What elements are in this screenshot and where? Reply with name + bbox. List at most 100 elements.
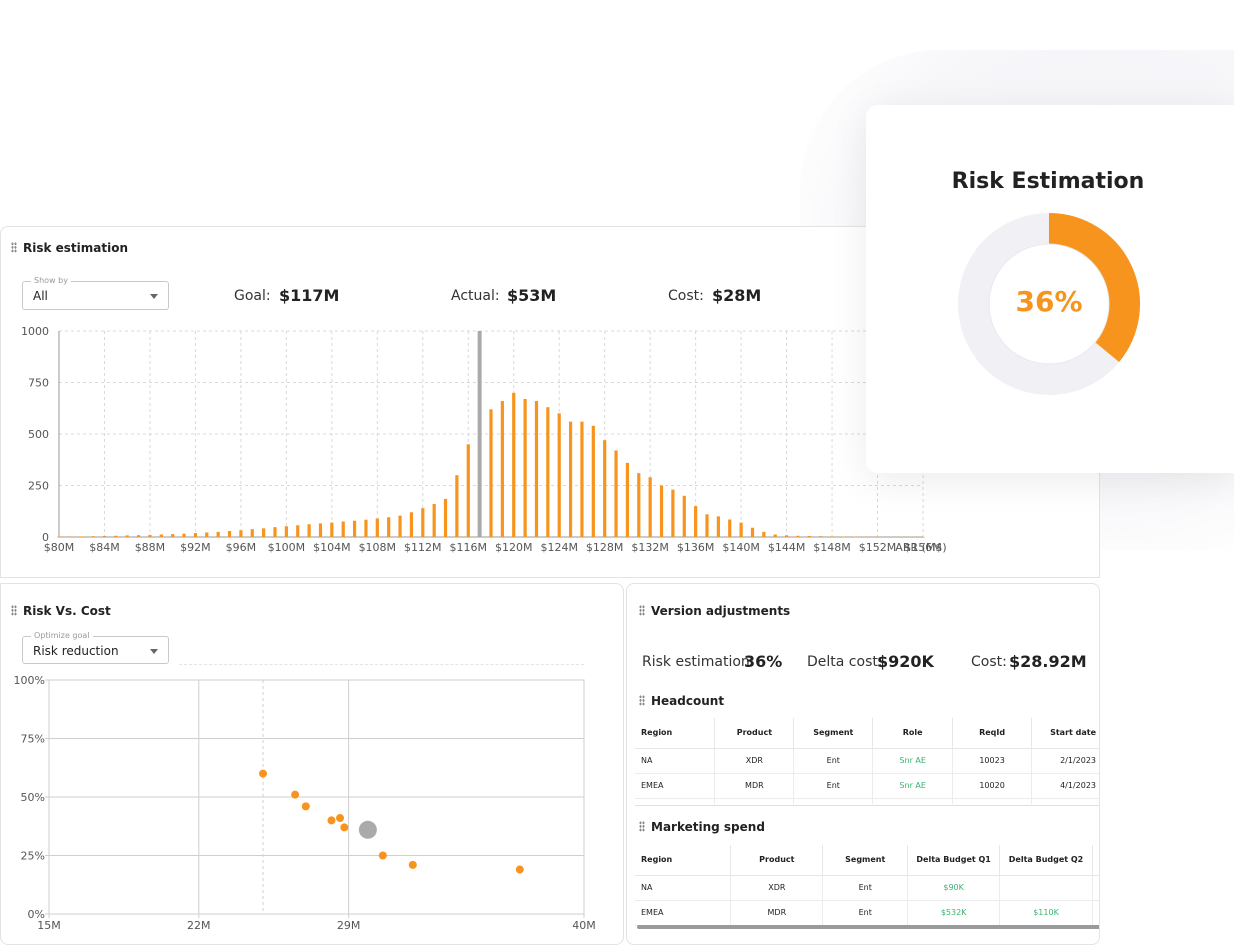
histogram-bar — [148, 534, 152, 537]
divider — [179, 664, 584, 665]
donut-value-arc — [1048, 213, 1140, 362]
chevron-down-icon — [150, 649, 158, 654]
drag-handle-icon[interactable] — [639, 695, 645, 706]
y-tick-label: 500 — [28, 428, 49, 441]
x-tick-label: $104M — [313, 541, 351, 554]
drag-handle-icon[interactable] — [11, 242, 17, 253]
x-tick-label: $152M — [859, 541, 897, 554]
x-tick-label: $136M — [677, 541, 715, 554]
divider — [635, 805, 1099, 806]
column-header[interactable]: ReqId — [952, 718, 1033, 749]
table-cell: 4/1/2023 — [1031, 773, 1099, 799]
goal-marker — [477, 331, 482, 537]
histogram-bar — [250, 529, 254, 537]
cost-label: Cost: — [971, 654, 1007, 670]
x-tick-label: $80M — [44, 541, 75, 554]
histogram-bar — [557, 413, 561, 537]
histogram-bar — [455, 475, 459, 537]
histogram-bar — [705, 514, 709, 537]
histogram-bar — [512, 392, 516, 537]
histogram-bar — [171, 534, 175, 537]
histogram-bar — [68, 536, 72, 538]
histogram-bar — [409, 512, 414, 537]
histogram-bar — [614, 450, 618, 537]
x-tick-label: 40M — [572, 919, 596, 932]
column-header[interactable]: Product — [730, 845, 824, 876]
scatter-point — [515, 865, 524, 874]
horizontal-scrollbar[interactable] — [637, 925, 1099, 929]
actual-value: $53M — [507, 286, 557, 305]
column-header[interactable]: Segment — [822, 845, 909, 876]
histogram-bar — [318, 523, 323, 537]
histogram-bar — [102, 535, 107, 537]
histogram-bar — [728, 519, 732, 537]
risk-estimation-value: 36% — [744, 652, 783, 671]
marketing-spend-title-text: Marketing spend — [651, 820, 765, 834]
version-adjustments-panel: Version adjustments Risk estimation: 36%… — [626, 583, 1100, 945]
actual-label: Actual: — [451, 288, 500, 304]
cost-value: $28M — [712, 286, 762, 305]
x-tick-label: 22M — [187, 919, 211, 932]
histogram-bar — [716, 516, 720, 537]
histogram-bar — [625, 462, 630, 537]
delta-cost-value: $920K — [877, 652, 934, 671]
y-tick-label: 50% — [21, 791, 45, 804]
column-header[interactable]: Region — [635, 845, 732, 876]
x-tick-label: $140M — [722, 541, 760, 554]
table-row[interactable]: NA XDR Ent Snr AE 10023 2/1/2023 — [635, 748, 1099, 774]
column-header[interactable]: Delta Budget Q2 — [999, 845, 1093, 876]
y-tick-label: 1000 — [21, 325, 49, 338]
histogram-bar — [330, 522, 334, 537]
show-by-select[interactable]: Show by All — [22, 276, 169, 310]
role-link[interactable]: Snr AE — [872, 773, 954, 799]
scatter-point — [301, 802, 310, 811]
headcount-title-text: Headcount — [651, 694, 725, 708]
histogram-bar — [568, 421, 573, 537]
column-header[interactable]: Start date — [1031, 718, 1099, 749]
optimize-goal-select[interactable]: Optimize goal Risk reduction — [22, 631, 169, 664]
histogram-bar — [830, 536, 834, 538]
histogram-bar — [682, 495, 686, 537]
budget-cell — [999, 875, 1093, 901]
column-header[interactable]: Segment — [793, 718, 874, 749]
budget-cell: $90K — [907, 875, 1001, 901]
x-tick-label: 29M — [337, 919, 361, 932]
x-tick-label: $112M — [404, 541, 442, 554]
table-cell: NA — [635, 875, 732, 901]
histogram-bar — [603, 440, 607, 537]
table-row[interactable]: EMEA MDR Ent $532K $110K — [635, 900, 1099, 926]
table-cell: Ent — [793, 773, 874, 799]
column-header[interactable]: Product — [714, 718, 795, 749]
histogram-bar — [341, 521, 345, 537]
drag-handle-icon[interactable] — [639, 605, 645, 616]
histogram-bar — [523, 398, 527, 537]
x-tick-label: $96M — [226, 541, 257, 554]
histogram-bar — [466, 444, 470, 537]
table-row[interactable]: EMEA MDR Ent Snr AE 10020 4/1/2023 — [635, 773, 1099, 799]
drag-handle-icon[interactable] — [11, 605, 17, 616]
drag-handle-icon[interactable] — [639, 821, 645, 832]
risk-histogram-chart: 0 250 500 750 1000 $80M $84M $88M $92M $96M $100M $… — [21, 325, 947, 554]
y-tick-label: 0 — [42, 531, 49, 544]
table-cell: 2/1/2023 — [1031, 748, 1099, 774]
table-row[interactable]: NA XDR Ent $90K — [635, 875, 1099, 901]
histogram-bar — [671, 489, 675, 537]
histogram-bar — [489, 409, 493, 537]
histogram-bar — [284, 526, 288, 537]
scatter-point — [336, 814, 345, 823]
column-header[interactable]: Region — [635, 718, 716, 749]
histogram-bar — [296, 525, 300, 537]
table-cell: Ent — [822, 900, 909, 926]
scatter-point — [408, 860, 417, 869]
column-header[interactable]: Delta Budget Q1 — [907, 845, 1001, 876]
histogram-bar — [534, 401, 539, 537]
donut-center — [989, 244, 1109, 364]
histogram-bar — [910, 536, 914, 538]
role-link[interactable]: Snr AE — [872, 748, 954, 774]
histogram-bar — [182, 533, 186, 537]
histogram-bar — [375, 518, 379, 537]
y-tick-label: 75% — [21, 733, 45, 746]
column-header[interactable]: Role — [872, 718, 954, 749]
histogram-bar — [262, 528, 266, 537]
histogram-bar — [887, 536, 891, 538]
